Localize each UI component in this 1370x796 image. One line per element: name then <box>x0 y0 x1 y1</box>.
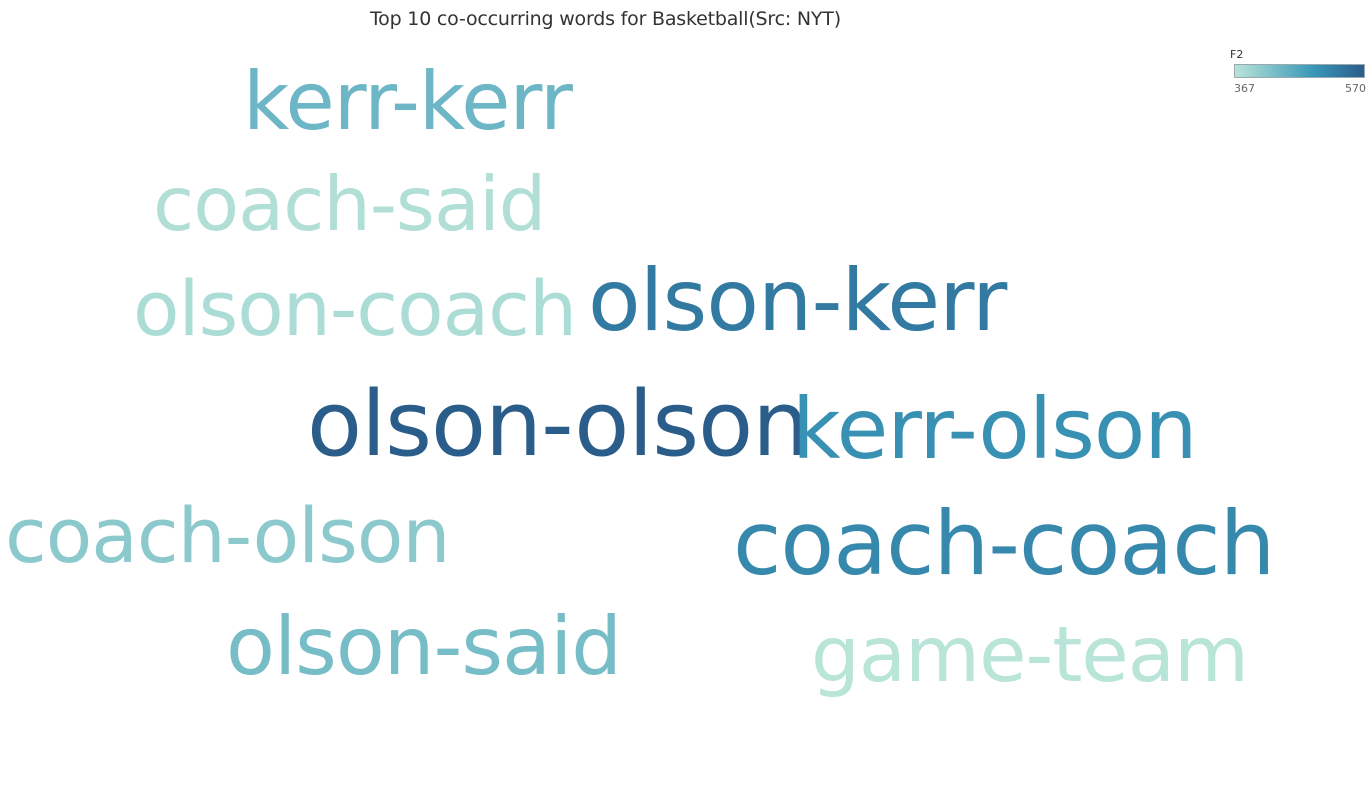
legend-max-label: 570 <box>1345 82 1366 95</box>
word-olson-coach: olson-coach <box>133 264 577 353</box>
legend-title: F2 <box>1230 48 1244 61</box>
word-kerr-olson: kerr-olson <box>792 380 1198 478</box>
word-game-team: game-team <box>811 611 1249 700</box>
legend-min-label: 367 <box>1234 82 1255 95</box>
chart-title: Top 10 co-occurring words for Basketball… <box>370 8 841 30</box>
word-olson-said: olson-said <box>226 600 622 693</box>
word-coach-said: coach-said <box>153 160 546 248</box>
word-kerr-kerr: kerr-kerr <box>243 55 573 148</box>
word-coach-coach: coach-coach <box>733 492 1275 595</box>
word-olson-olson: olson-olson <box>307 372 809 477</box>
word-olson-kerr: olson-kerr <box>588 251 1007 351</box>
color-legend: F2 367 570 <box>1230 48 1370 98</box>
legend-gradient-bar <box>1234 64 1365 78</box>
word-coach-olson: coach-olson <box>5 491 451 580</box>
